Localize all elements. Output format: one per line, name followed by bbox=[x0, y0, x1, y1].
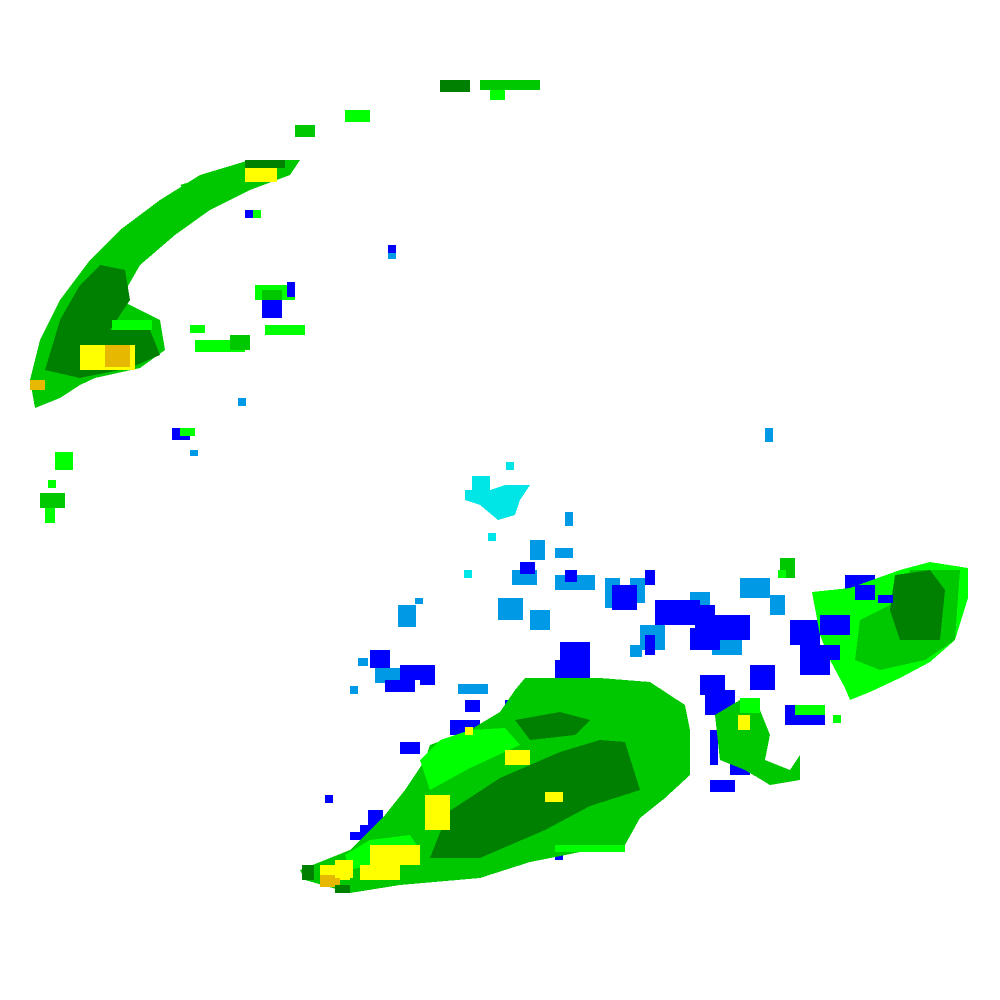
echo-cell-bright_green bbox=[190, 325, 205, 333]
echo-cell-blue bbox=[710, 730, 718, 765]
echo-cell-blue bbox=[420, 665, 435, 685]
echo-cell-blue bbox=[370, 650, 390, 668]
echo-cell-bright_green bbox=[795, 705, 825, 715]
echo-cell-yellow bbox=[370, 845, 420, 865]
echo-cell-bright_green bbox=[55, 452, 73, 470]
echo-cell-light_blue bbox=[415, 598, 423, 604]
echo-cell-blue bbox=[520, 562, 535, 574]
echo-cell-bright_green bbox=[112, 320, 152, 330]
echo-cell-blue bbox=[245, 210, 253, 218]
echo-cell-gold bbox=[105, 345, 130, 367]
echo-cell-blue bbox=[555, 660, 590, 680]
echo-cell-blue bbox=[350, 832, 365, 840]
echo-cell-green bbox=[40, 493, 65, 508]
east-cell bbox=[715, 700, 800, 785]
echo-cell-light_blue bbox=[458, 684, 488, 694]
echo-cell-gold bbox=[30, 380, 45, 390]
echo-cell-dark_green bbox=[245, 160, 285, 168]
echo-cell-green bbox=[295, 125, 315, 137]
echo-cell-blue bbox=[565, 570, 577, 582]
echo-cell-cyan bbox=[488, 533, 496, 541]
echo-cell-light_blue bbox=[555, 548, 573, 558]
echo-cell-blue bbox=[645, 635, 655, 655]
echo-cell-light_blue bbox=[388, 253, 396, 259]
echo-cell-blue bbox=[878, 595, 893, 603]
echo-cell-dark_green bbox=[335, 885, 350, 893]
echo-cell-green bbox=[230, 335, 250, 350]
echo-cell-yellow bbox=[545, 792, 563, 802]
echo-cell-bright_green bbox=[48, 480, 56, 488]
echo-cell-yellow bbox=[505, 750, 530, 765]
echo-bright_green bbox=[420, 728, 520, 790]
echo-cell-light_blue bbox=[190, 450, 198, 456]
echo-cell-yellow bbox=[425, 795, 450, 830]
echo-cell-blue bbox=[855, 585, 875, 600]
echo-cell-bright_green bbox=[490, 90, 505, 100]
echo-cell-light_blue bbox=[498, 598, 523, 620]
echo-cell-bright_green bbox=[778, 570, 786, 578]
echo-cell-blue bbox=[655, 600, 700, 625]
southern-core bbox=[430, 740, 640, 858]
echo-cell-yellow bbox=[245, 168, 277, 182]
echo-cell-blue bbox=[790, 620, 820, 645]
echo-cell-dark_green bbox=[440, 80, 470, 92]
echo-dark_green bbox=[515, 712, 590, 740]
echo-cell-bright_green bbox=[833, 715, 841, 723]
echo-cell-cyan bbox=[464, 570, 472, 578]
echo-cell-cyan bbox=[506, 462, 514, 470]
echo-cell-blue bbox=[400, 742, 420, 754]
echo-cell-blue bbox=[325, 795, 333, 803]
echo-cell-blue bbox=[385, 680, 415, 692]
echo-cell-bright_green bbox=[740, 698, 760, 713]
echo-cell-bright_green bbox=[45, 508, 55, 523]
echo-cell-bright_green bbox=[265, 325, 305, 335]
echo-cell-blue bbox=[710, 780, 735, 792]
echo-cell-blue bbox=[262, 300, 282, 318]
cyan-cluster bbox=[465, 476, 530, 520]
echo-cell-light_blue bbox=[530, 540, 545, 560]
echo-cell-light_blue bbox=[398, 605, 416, 627]
echo-cell-light_blue bbox=[740, 578, 770, 598]
echo-cell-blue bbox=[388, 245, 396, 253]
echo-cell-bright_green bbox=[253, 210, 261, 218]
echo-cell-blue bbox=[820, 615, 850, 635]
echo-cell-blue bbox=[612, 585, 637, 610]
echo-cell-yellow bbox=[738, 715, 750, 730]
echo-cell-green bbox=[262, 290, 282, 300]
echo-bright_green bbox=[555, 845, 625, 852]
echo-cell-blue bbox=[750, 665, 775, 690]
echo-cell-bright_green bbox=[180, 428, 195, 436]
echo-cell-light_blue bbox=[375, 668, 405, 683]
echo-cell-light_blue bbox=[530, 610, 550, 630]
echo-cell-yellow bbox=[335, 860, 353, 878]
echo-cell-bright_green bbox=[345, 110, 370, 122]
echo-cell-blue bbox=[287, 282, 295, 297]
echo-cell-blue bbox=[645, 570, 655, 585]
echo-cell-dark_green bbox=[302, 865, 314, 880]
echo-cell-light_blue bbox=[238, 398, 246, 406]
echo-dark_green bbox=[890, 570, 945, 640]
echo-cell-light_blue bbox=[358, 658, 368, 666]
echo-cell-blue bbox=[800, 645, 840, 660]
echo-cell-blue bbox=[560, 642, 590, 662]
echo-cell-blue bbox=[465, 700, 480, 712]
echo-cell-light_blue bbox=[350, 686, 358, 694]
echo-cell-light_blue bbox=[565, 512, 573, 526]
echo-cell-yellow bbox=[465, 727, 473, 735]
echo-cell-yellow bbox=[360, 865, 400, 880]
echo-cell-green bbox=[480, 80, 540, 90]
echo-cell-blue bbox=[690, 628, 720, 650]
echo-cell-light_blue bbox=[770, 595, 785, 615]
echo-cell-light_blue bbox=[765, 428, 773, 442]
echo-cell-blue bbox=[400, 665, 420, 680]
echo-cell-light_blue bbox=[630, 645, 642, 657]
